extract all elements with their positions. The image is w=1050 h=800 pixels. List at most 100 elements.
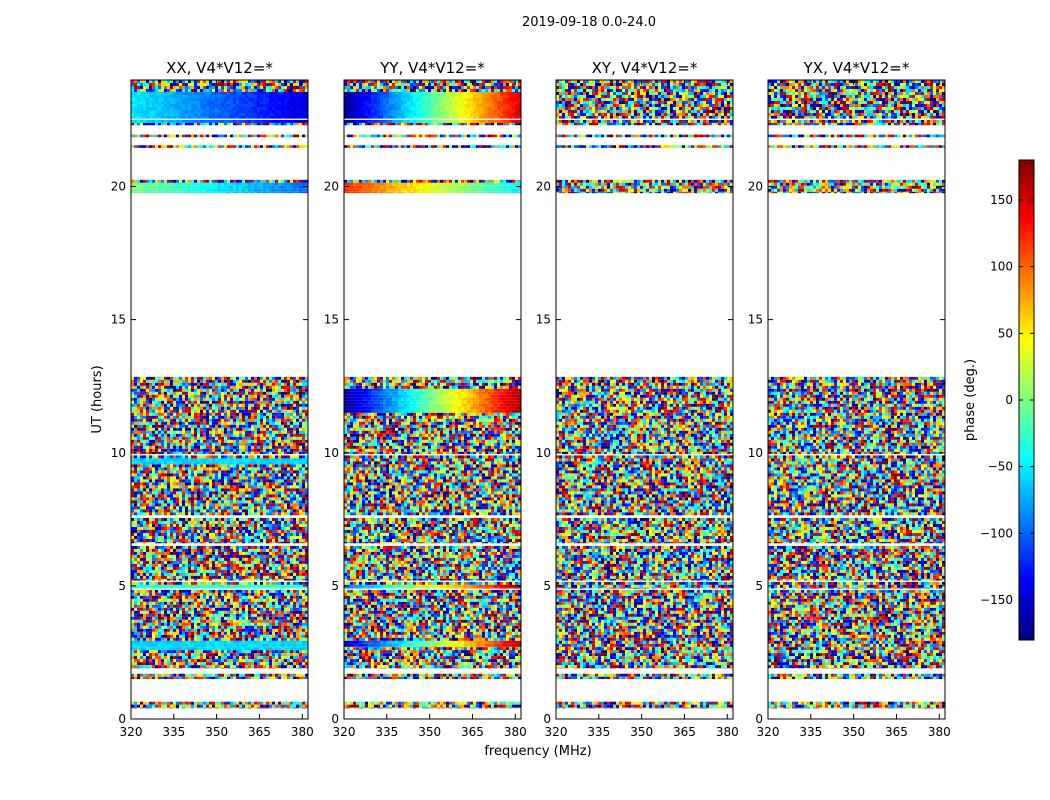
heatmap-cell: [146, 491, 149, 495]
heatmap-cell: [206, 467, 209, 471]
heatmap-cell: [143, 497, 146, 501]
heatmap-cell: [179, 560, 182, 564]
heatmap-cell: [140, 634, 143, 638]
heatmap-cell: [257, 607, 260, 611]
heatmap-cell: [239, 589, 242, 593]
heatmap-cell: [242, 554, 245, 558]
heatmap-cell: [290, 575, 293, 579]
heatmap-cell: [176, 584, 179, 588]
heatmap-cell: [296, 485, 299, 489]
heatmap-cell: [227, 584, 230, 588]
heatmap-cell: [182, 607, 185, 611]
heatmap-cell: [152, 500, 155, 504]
heatmap-cell: [194, 653, 197, 657]
heatmap-cell: [293, 653, 296, 657]
heatmap-cell: [182, 485, 185, 489]
heatmap-cell: [158, 376, 161, 380]
heatmap-cell: [254, 619, 257, 623]
heatmap-cell: [149, 545, 152, 549]
heatmap-cell: [275, 500, 278, 504]
heatmap-cell: [236, 461, 239, 465]
heatmap-cell: [266, 523, 269, 527]
heatmap-cell: [161, 637, 164, 641]
heatmap-cell: [278, 494, 281, 498]
heatmap-cell: [182, 581, 185, 585]
heatmap-cell: [143, 520, 146, 524]
heatmap-cell: [188, 476, 191, 480]
heatmap-cell: [161, 551, 164, 555]
heatmap-cell: [212, 520, 215, 524]
heatmap-cell: [152, 581, 155, 585]
heatmap-cell: [233, 482, 236, 486]
heatmap-cell: [266, 379, 269, 383]
heatmap-cell: [257, 479, 260, 483]
heatmap-cell: [284, 575, 287, 579]
heatmap-cell: [182, 676, 185, 680]
heatmap-cell: [260, 601, 263, 605]
heatmap-cell: [209, 538, 212, 542]
heatmap-cell: [176, 665, 179, 669]
heatmap-cell: [281, 388, 284, 392]
heatmap-cell: [143, 631, 146, 635]
heatmap-cell: [149, 476, 152, 480]
heatmap-cell: [200, 647, 203, 651]
heatmap-cell: [179, 631, 182, 635]
heatmap-cell: [173, 485, 176, 489]
heatmap-cell: [245, 631, 248, 635]
heatmap-cell: [233, 581, 236, 585]
heatmap-cell: [140, 628, 143, 632]
heatmap-cell: [197, 545, 200, 549]
heatmap-cell: [296, 382, 299, 386]
heatmap-cell: [233, 584, 236, 588]
heatmap-cell: [203, 637, 206, 641]
heatmap-cell: [305, 563, 308, 567]
heatmap-cell: [197, 628, 200, 632]
heatmap-cell: [257, 659, 260, 663]
heatmap-cell: [236, 631, 239, 635]
heatmap-cell: [209, 509, 212, 513]
heatmap-cell: [173, 379, 176, 383]
heatmap-cell: [161, 601, 164, 605]
heatmap-cell: [293, 560, 296, 564]
heatmap-cell: [167, 532, 170, 536]
heatmap-cell: [206, 479, 209, 483]
heatmap-cell: [305, 509, 308, 513]
heatmap-cell: [209, 385, 212, 389]
heatmap-cell: [239, 494, 242, 498]
heatmap-cell: [245, 500, 248, 504]
heatmap-cell: [293, 532, 296, 536]
heatmap-cell: [158, 592, 161, 596]
heatmap-cell: [254, 584, 257, 588]
heatmap-cell: [188, 647, 191, 651]
heatmap-cell: [146, 500, 149, 504]
heatmap-cell: [188, 604, 191, 608]
heatmap-cell: [206, 589, 209, 593]
heatmap-cell: [167, 587, 170, 589]
heatmap-cell: [233, 665, 236, 669]
heatmap-cell: [245, 647, 248, 651]
heatmap-cell: [149, 662, 152, 666]
heatmap-cell: [194, 473, 197, 477]
heatmap-cell: [206, 581, 209, 585]
heatmap-cell: [173, 616, 176, 620]
heatmap-cell: [134, 397, 137, 401]
heatmap-cell: [260, 391, 263, 395]
heatmap-cell: [230, 607, 233, 611]
heatmap-cell: [143, 628, 146, 632]
heatmap-cell: [233, 595, 236, 599]
heatmap-cell: [230, 548, 233, 552]
heatmap-cell: [200, 650, 203, 654]
heatmap-cell: [224, 470, 227, 474]
heatmap-cell: [248, 575, 251, 579]
heatmap-cell: [197, 455, 200, 459]
heatmap-cell: [254, 592, 257, 596]
heatmap-cell: [236, 382, 239, 386]
heatmap-cell: [164, 673, 167, 677]
heatmap-cell: [215, 455, 218, 459]
heatmap-cell: [284, 497, 287, 501]
heatmap-cell: [176, 569, 179, 573]
heatmap-cell: [161, 470, 164, 474]
heatmap-cell: [278, 563, 281, 567]
heatmap-cell: [293, 391, 296, 395]
heatmap-cell: [293, 461, 296, 465]
